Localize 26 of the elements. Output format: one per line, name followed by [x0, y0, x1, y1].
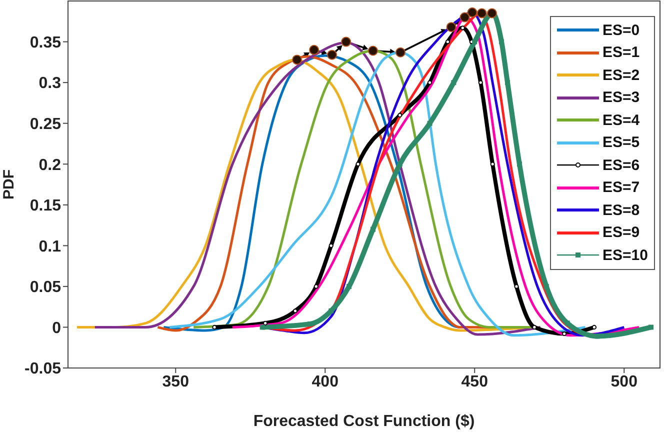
- legend-label: ES=7: [602, 179, 640, 196]
- y-tick-label: 0: [52, 320, 62, 337]
- x-tick-label: 400: [312, 373, 339, 390]
- x-tick-label: 450: [461, 373, 488, 390]
- y-tick-label: 0.35: [30, 34, 62, 52]
- y-tick-label: 0.25: [30, 116, 62, 134]
- y-tick-label: 0.3: [38, 75, 62, 92]
- legend-label: ES=0: [602, 22, 640, 39]
- y-tick-label: 0.1: [38, 238, 62, 256]
- legend-label: ES=10: [602, 246, 648, 264]
- y-tick-label: 0.05: [30, 279, 62, 296]
- legend-label: ES=5: [602, 134, 640, 152]
- y-axis-title: PDF: [0, 170, 18, 200]
- legend-label: ES=9: [602, 224, 640, 242]
- x-tick-label: 350: [162, 373, 190, 390]
- legend-label: ES=2: [602, 66, 640, 84]
- x-axis-title: Forecasted Cost Function ($): [253, 413, 475, 430]
- legend-label: ES=8: [602, 202, 640, 219]
- y-tick-label: 0.2: [38, 156, 62, 174]
- y-tick-label: -0.05: [24, 360, 62, 378]
- legend-label: ES=1: [602, 44, 640, 62]
- x-tick-label: 500: [610, 373, 638, 390]
- y-tick-label: 0.15: [30, 198, 62, 215]
- legend-label: ES=6: [602, 156, 640, 174]
- legend-label: ES=3: [602, 89, 640, 106]
- legend-label: ES=4: [602, 112, 640, 129]
